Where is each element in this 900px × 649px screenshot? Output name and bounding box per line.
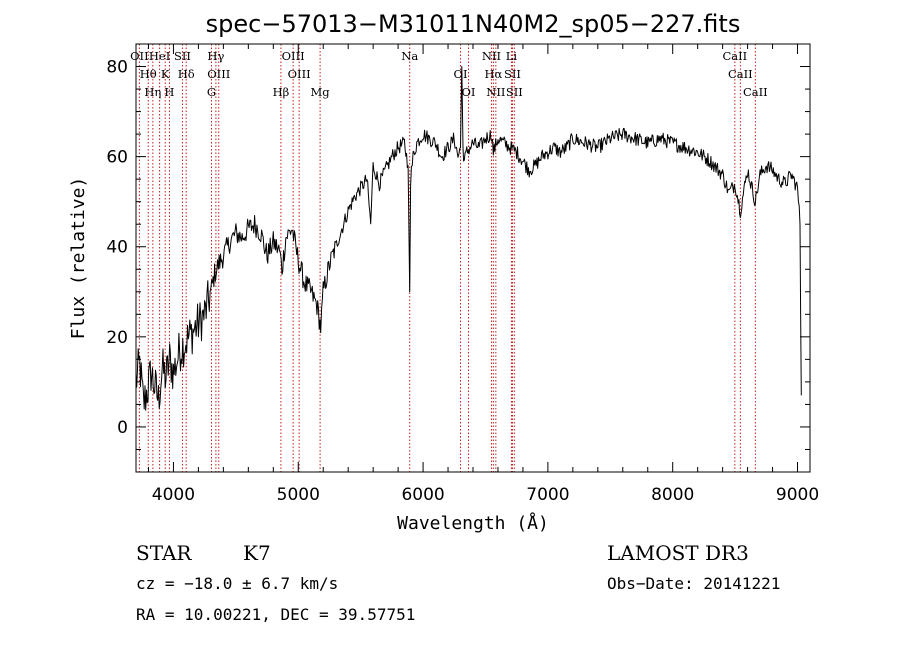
spectral-line-label: HeI xyxy=(149,49,170,63)
x-tick-label: 8000 xyxy=(651,485,694,505)
x-tick-label: 6000 xyxy=(401,485,444,505)
spectral-line-label: G xyxy=(207,85,216,99)
spectrum-line xyxy=(135,66,802,411)
y-tick-label: 0 xyxy=(117,418,128,438)
spectral-line-label: CaII xyxy=(728,67,753,81)
redshift-value: cz = −18.0 ± 6.7 km/s xyxy=(136,574,338,593)
x-tick-label: 5000 xyxy=(277,485,320,505)
y-axis-label: Flux (relative) xyxy=(68,177,89,340)
spectral-line-label: Hβ xyxy=(273,85,290,99)
spectral-line-label: Hα xyxy=(484,67,502,81)
spectral-line-label: Hδ xyxy=(178,67,195,81)
y-tick-label: 20 xyxy=(106,328,128,348)
spectral-line-label: NII xyxy=(482,49,501,63)
spectral-line-label: OI xyxy=(462,85,476,99)
spectrum-series xyxy=(135,66,802,411)
spectral-line-label: Na xyxy=(401,49,418,63)
spectral-subclass: K7 xyxy=(243,541,271,565)
axes: 4000 5000 6000 7000 8000 9000 0 20 40 60 80 xyxy=(106,43,819,505)
spectral-line-labels: OIIHθHηHeIKHSIIHδGHγOIIIHβOIIIOIIIMgNaOI… xyxy=(130,49,768,99)
spectral-line-label: Mg xyxy=(311,85,331,99)
spectral-line-label: K xyxy=(161,67,170,81)
survey-name: LAMOST DR3 xyxy=(607,541,749,565)
x-tick-label: 9000 xyxy=(776,485,819,505)
y-tick-label: 80 xyxy=(106,58,128,78)
spectral-line-label: CaII xyxy=(722,49,747,63)
x-tick-label: 7000 xyxy=(526,485,569,505)
chart-title: spec−57013−M31011N40M2_sp05−227.fits xyxy=(206,10,741,38)
y-tick-label: 60 xyxy=(106,148,128,168)
spectral-line-label: OIII xyxy=(207,67,230,81)
spectral-line-label: Hγ xyxy=(207,49,224,63)
observation-date: Obs−Date: 20141221 xyxy=(607,574,780,593)
spectral-line-label: SII xyxy=(174,49,191,63)
spectral-line-label: OI xyxy=(454,67,468,81)
spectral-line-label: H xyxy=(164,85,174,99)
x-tick-label: 4000 xyxy=(152,485,195,505)
spectral-line-label: SII xyxy=(504,67,521,81)
spectral-line-label: Hθ xyxy=(140,67,157,81)
spectral-line-label: Li xyxy=(506,49,518,63)
y-tick-label: 40 xyxy=(106,238,128,258)
coordinates: RA = 10.00221, DEC = 39.57751 xyxy=(136,605,415,624)
spectral-line-label: SII xyxy=(506,85,523,99)
spectral-line-label: OIII xyxy=(282,49,305,63)
spectral-line-label: CaII xyxy=(743,85,768,99)
spectral-line-label: OII xyxy=(130,49,149,63)
x-axis-label: Wavelength (Å) xyxy=(397,512,549,534)
spectral-line-label: Hη xyxy=(144,85,161,99)
spectral-line-label: NII xyxy=(486,85,505,99)
spectral-line-label: OIII xyxy=(288,67,311,81)
object-class: STAR xyxy=(136,541,192,565)
